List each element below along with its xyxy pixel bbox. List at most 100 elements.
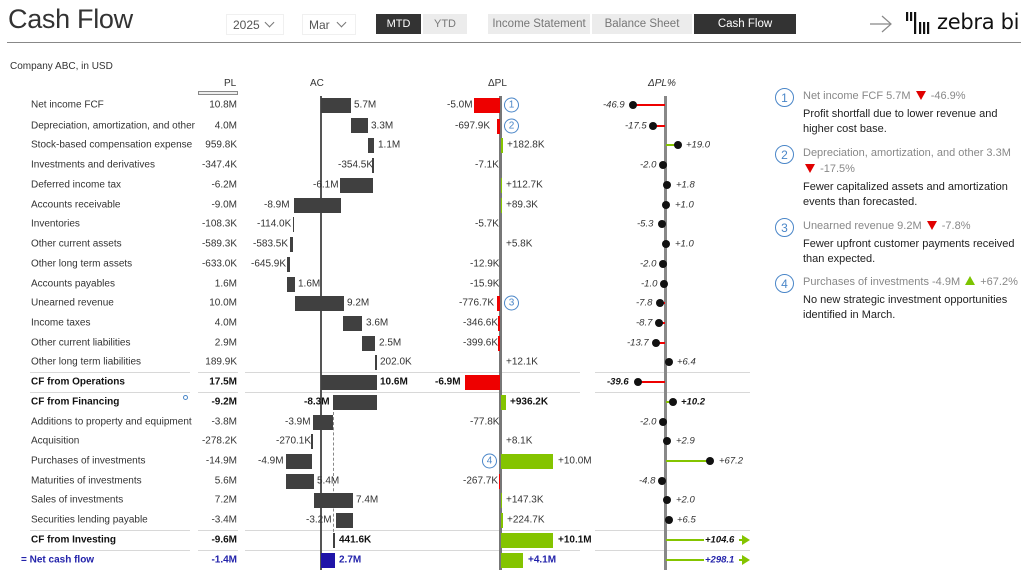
separator (198, 372, 238, 373)
dpl-value: -5.7K (475, 218, 499, 230)
dplpct-value: -5.3 (637, 218, 654, 230)
row-label: Additions to property and equipment (31, 416, 192, 428)
dplpct-value: +1.8 (676, 179, 695, 191)
dplpct-dot (656, 299, 664, 307)
row-label-total: CF from Investing (31, 534, 117, 546)
row-label-total[interactable]: CF from Financing (31, 396, 120, 408)
dplpct-dot (665, 358, 673, 366)
page-title: Cash Flow (8, 4, 133, 34)
ac-axis (320, 96, 322, 570)
row-label: Securities lending payable (31, 514, 148, 526)
mtd-toggle[interactable]: MTD (376, 14, 421, 34)
comment-badge-2[interactable]: 2 (775, 145, 794, 164)
comment-2: 2 Depreciation, amortization, and other … (775, 145, 1025, 210)
ac-waterfall-bar (286, 474, 314, 489)
pl-value: 2.9M (214, 337, 237, 349)
row-label: Deferred income tax (31, 179, 122, 191)
triangle-up-icon (965, 276, 976, 285)
dplpct-value: -2.0 (640, 258, 657, 270)
comment-badge-3[interactable]: 3 (775, 218, 794, 237)
overflow-dash (739, 539, 743, 541)
comment-1: 1 Net income FCF 5.7M -46.9% Profit shor… (775, 88, 1025, 137)
dplpct-dot (674, 141, 682, 149)
ytd-toggle[interactable]: YTD (423, 14, 467, 34)
dplpct-value: +2.9 (676, 435, 695, 447)
dpl-bar-positive (501, 493, 502, 508)
ac-value: -354.5K (338, 159, 374, 171)
dpl-value-total: +10.1M (558, 534, 592, 546)
dpl-bar-negative (474, 98, 500, 113)
comment-4: 4 Purchases of investments -4.9M +67.2% … (775, 274, 1025, 323)
ac-waterfall-bar (362, 336, 375, 351)
pl-value: 10.0M (209, 297, 237, 309)
dplpct-stem-negative (638, 381, 665, 383)
dpl-value-net: +4.1M (528, 554, 557, 566)
month-dropdown[interactable]: Mar (302, 14, 356, 35)
dpl-value: -399.6K (463, 337, 499, 349)
ac-total-bar (333, 395, 377, 410)
column-header-pl: PL (224, 78, 237, 89)
dpl-total-bar-positive (501, 533, 553, 548)
comment-badge-2[interactable]: 2 (504, 118, 519, 134)
dplpct-value: +6.5 (677, 514, 696, 526)
comment-badge-1[interactable]: 1 (504, 97, 519, 113)
comment-delta: -46.9% (930, 90, 966, 102)
ac-value: 202.0K (380, 356, 412, 368)
ac-value-total: 10.6M (380, 376, 408, 388)
ac-value: -583.5K (253, 238, 289, 250)
ac-waterfall-bar (287, 277, 295, 292)
dplpct-stem-negative (653, 125, 665, 127)
year-dropdown[interactable]: 2025 (226, 14, 284, 35)
dpl-value: +147.3K (506, 494, 544, 506)
dpl-value: -267.7K (463, 475, 499, 487)
overflow-arrow-icon (742, 555, 750, 565)
row-label: Acquisition (31, 435, 80, 447)
comment-3: 3 Unearned revenue 9.2M -7.8% Fewer upfr… (775, 218, 1025, 267)
header-divider (7, 42, 1021, 43)
comment-badge-3[interactable]: 3 (504, 295, 519, 311)
tab-balance-sheet[interactable]: Balance Sheet (592, 14, 692, 34)
dplpct-dot (662, 240, 670, 248)
dplpct-value: -2.0 (640, 159, 657, 171)
dplpct-dot (658, 477, 666, 485)
ac-value-total: 441.6K (339, 534, 372, 546)
chevron-down-icon (336, 17, 347, 28)
separator (595, 392, 750, 393)
dplpct-value-total: +104.6 (705, 534, 735, 546)
separator (198, 550, 238, 551)
ac-value-total: -8.3M (304, 396, 330, 408)
ac-value: 1.6M (298, 278, 321, 290)
dplpct-value: -46.9 (603, 99, 625, 111)
dplpct-value-net: +298.1 (705, 554, 735, 566)
dpl-value: +5.8K (506, 238, 533, 250)
dpl-bar-positive (501, 513, 503, 528)
pl-value: 4.0M (214, 317, 237, 329)
comment-badge-1[interactable]: 1 (775, 88, 794, 107)
ac-waterfall-bar (372, 158, 374, 173)
comment-badge-4[interactable]: 4 (482, 453, 497, 469)
dpl-bar-positive (501, 454, 553, 469)
arrow-right-icon[interactable] (868, 13, 894, 35)
pl-value: 189.9K (205, 356, 237, 368)
expand-indicator-icon[interactable] (183, 395, 188, 400)
row-label: Other current assets (31, 238, 122, 250)
dpl-bar-negative (498, 316, 500, 331)
tab-cash-flow[interactable]: Cash Flow (694, 14, 796, 34)
tab-income-statement[interactable]: Income Statement (488, 14, 590, 34)
ac-waterfall-bar (375, 355, 377, 370)
pl-value: 7.2M (214, 494, 237, 506)
dpl-bar-positive (501, 138, 503, 153)
ac-waterfall-bar (321, 98, 351, 113)
dpl-value: +8.1K (506, 435, 533, 447)
comment-heading: Depreciation, amortization, and other 3.… (803, 145, 1025, 177)
dplpct-dot (663, 437, 671, 445)
comment-badge-4[interactable]: 4 (775, 274, 794, 293)
dplpct-value: +19.0 (686, 139, 711, 151)
overflow-dash (739, 559, 743, 561)
dpl-value: -15.9K (470, 278, 500, 290)
row-label: Net income FCF (31, 99, 104, 111)
dpl-value-total: -6.9M (435, 376, 461, 388)
separator (245, 530, 580, 531)
pl-value: 959.8K (205, 139, 237, 151)
dpl-total-bar-positive (501, 395, 506, 410)
